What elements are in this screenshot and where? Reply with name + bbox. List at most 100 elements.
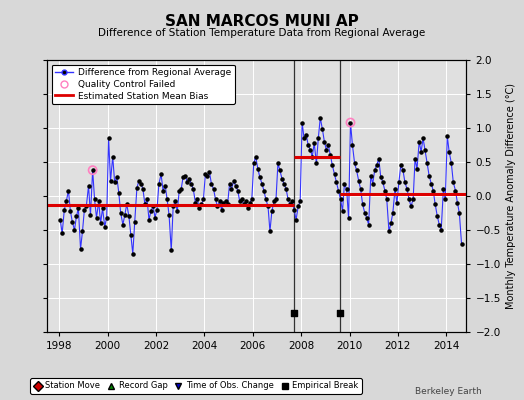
- Point: [290, 310, 298, 316]
- Point: [330, 171, 339, 178]
- Point: [133, 185, 141, 191]
- Point: [409, 196, 417, 202]
- Point: [361, 210, 369, 216]
- Point: [312, 160, 321, 166]
- Point: [405, 196, 413, 202]
- Point: [296, 198, 304, 205]
- Point: [276, 167, 284, 173]
- Point: [139, 186, 147, 192]
- Point: [181, 172, 190, 179]
- Point: [449, 179, 457, 186]
- Point: [308, 153, 316, 160]
- Point: [217, 206, 226, 213]
- Point: [306, 146, 314, 153]
- Point: [193, 196, 202, 202]
- Point: [379, 179, 387, 186]
- Point: [334, 187, 343, 194]
- Point: [235, 198, 244, 205]
- Point: [62, 198, 70, 205]
- Point: [427, 180, 435, 187]
- Point: [282, 186, 290, 192]
- Point: [336, 310, 344, 316]
- Point: [215, 198, 224, 205]
- Point: [260, 187, 268, 194]
- Point: [348, 142, 357, 148]
- Point: [80, 206, 89, 213]
- Point: [165, 212, 173, 218]
- Point: [302, 132, 310, 138]
- Point: [326, 152, 335, 158]
- Point: [431, 201, 439, 207]
- Point: [339, 208, 347, 214]
- Point: [407, 203, 415, 209]
- Point: [137, 180, 145, 187]
- Point: [149, 203, 157, 209]
- Point: [365, 221, 373, 228]
- Point: [128, 250, 137, 257]
- Point: [368, 180, 377, 187]
- Point: [352, 167, 361, 173]
- Point: [90, 196, 99, 202]
- Point: [447, 160, 455, 166]
- Point: [441, 196, 450, 202]
- Point: [254, 166, 262, 172]
- Point: [387, 220, 395, 226]
- Text: SAN MARCOS MUNI AP: SAN MARCOS MUNI AP: [165, 14, 359, 29]
- Point: [318, 126, 326, 132]
- Point: [393, 200, 401, 206]
- Point: [435, 221, 443, 228]
- Text: Difference of Station Temperature Data from Regional Average: Difference of Station Temperature Data f…: [99, 28, 425, 38]
- Point: [145, 216, 153, 223]
- Point: [169, 203, 178, 209]
- Point: [294, 203, 302, 209]
- Point: [403, 186, 411, 192]
- Point: [298, 119, 307, 126]
- Point: [171, 198, 179, 205]
- Point: [77, 246, 85, 252]
- Point: [266, 228, 274, 234]
- Point: [377, 174, 385, 180]
- Point: [187, 180, 195, 187]
- Point: [159, 187, 167, 194]
- Point: [108, 153, 117, 160]
- Point: [397, 162, 405, 169]
- Point: [274, 160, 282, 166]
- Point: [92, 214, 101, 221]
- Point: [64, 187, 73, 194]
- Text: Berkeley Earth: Berkeley Earth: [416, 387, 482, 396]
- Point: [429, 187, 438, 194]
- Point: [351, 160, 359, 166]
- Point: [74, 205, 83, 212]
- Point: [258, 180, 266, 187]
- Point: [101, 223, 109, 230]
- Point: [135, 178, 143, 184]
- Point: [167, 247, 176, 254]
- Point: [453, 200, 462, 206]
- Point: [203, 172, 212, 179]
- Point: [199, 196, 208, 202]
- Point: [213, 203, 222, 209]
- Point: [211, 196, 220, 202]
- Point: [373, 162, 381, 169]
- Point: [86, 212, 95, 218]
- Point: [115, 189, 123, 196]
- Point: [121, 212, 129, 218]
- Point: [123, 201, 131, 207]
- Point: [201, 171, 210, 178]
- Point: [340, 180, 348, 187]
- Point: [103, 214, 111, 221]
- Point: [104, 135, 113, 141]
- Point: [324, 142, 332, 148]
- Point: [242, 198, 250, 205]
- Point: [56, 216, 64, 223]
- Point: [198, 201, 206, 207]
- Point: [249, 160, 258, 166]
- Point: [125, 213, 133, 220]
- Point: [189, 186, 198, 192]
- Point: [421, 146, 429, 153]
- Point: [322, 146, 331, 153]
- Point: [399, 167, 407, 173]
- Point: [127, 232, 135, 239]
- Point: [222, 198, 230, 205]
- Point: [191, 200, 200, 206]
